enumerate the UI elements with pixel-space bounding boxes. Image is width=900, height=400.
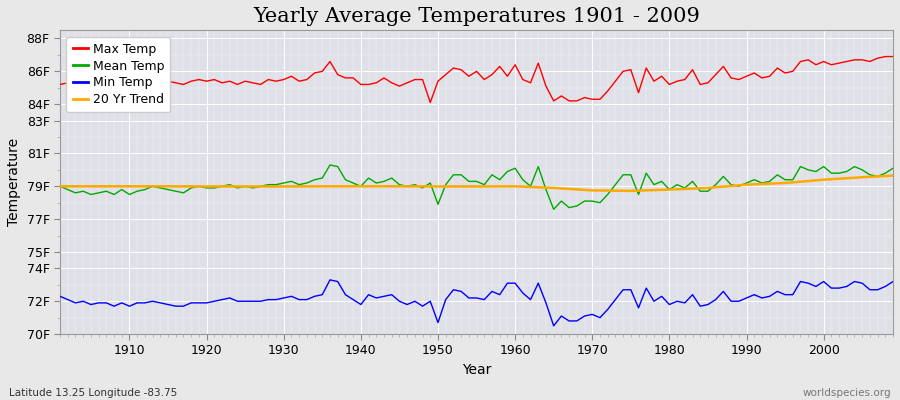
X-axis label: Year: Year	[462, 363, 491, 377]
Text: worldspecies.org: worldspecies.org	[803, 388, 891, 398]
Title: Yearly Average Temperatures 1901 - 2009: Yearly Average Temperatures 1901 - 2009	[253, 7, 700, 26]
Text: Latitude 13.25 Longitude -83.75: Latitude 13.25 Longitude -83.75	[9, 388, 177, 398]
Legend: Max Temp, Mean Temp, Min Temp, 20 Yr Trend: Max Temp, Mean Temp, Min Temp, 20 Yr Tre…	[67, 36, 170, 112]
Y-axis label: Temperature: Temperature	[7, 138, 21, 226]
